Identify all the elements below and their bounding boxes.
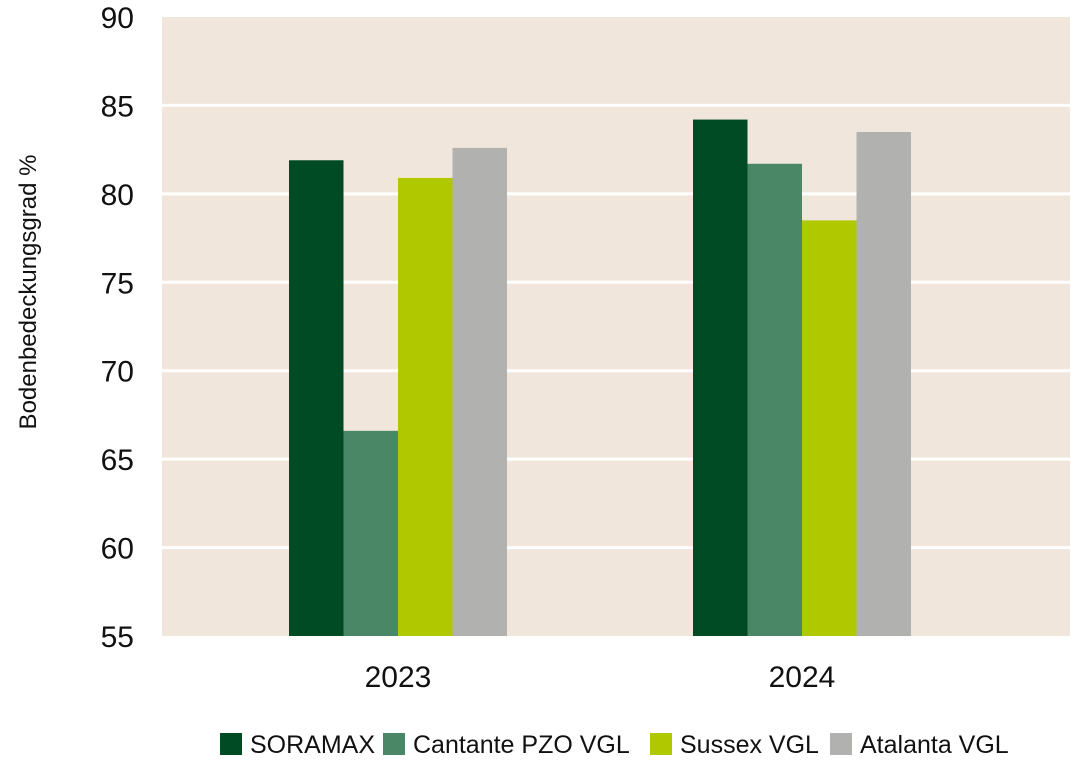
- legend-label: Cantante PZO VGL: [413, 731, 630, 759]
- legend-swatch: [650, 733, 672, 755]
- bar-cantante-pzo-vgl-2023: [343, 430, 398, 636]
- y-tick-label: 75: [101, 267, 134, 300]
- y-tick-label: 60: [101, 533, 134, 566]
- y-axis-ticks: 55 60 65 70 75 80 85 90: [101, 2, 134, 654]
- bar-cantante-pzo-vgl-2024: [747, 163, 802, 636]
- bar-atalanta-vgl-2023: [452, 147, 507, 637]
- x-axis-categories: 2023 2024: [365, 661, 836, 694]
- y-axis-title: Bodenbedeckungsgrad %: [15, 155, 42, 430]
- y-tick-label: 55: [101, 621, 134, 654]
- legend-label: Atalanta VGL: [860, 731, 1009, 759]
- y-tick-label: 70: [101, 356, 134, 389]
- y-tick-label: 65: [101, 444, 134, 477]
- legend-swatch: [830, 733, 852, 755]
- bar-sussex-vgl-2024: [802, 220, 857, 636]
- legend-swatch: [383, 733, 405, 755]
- y-tick-label: 90: [101, 2, 134, 35]
- bars: [289, 119, 911, 637]
- x-category-label: 2024: [769, 661, 836, 694]
- bar-soramax-2023: [289, 160, 344, 637]
- bar-atalanta-vgl-2024: [856, 131, 911, 636]
- legend-label: SORAMAX: [250, 731, 375, 759]
- bar-sussex-vgl-2023: [398, 177, 453, 636]
- legend: SORAMAX Cantante PZO VGL Sussex VGL Atalant…: [220, 731, 1009, 759]
- y-tick-label: 80: [101, 179, 134, 212]
- x-category-label: 2023: [365, 661, 432, 694]
- bar-soramax-2024: [693, 119, 748, 636]
- legend-swatch: [220, 733, 242, 755]
- y-tick-label: 85: [101, 90, 134, 123]
- legend-label: Sussex VGL: [680, 731, 819, 759]
